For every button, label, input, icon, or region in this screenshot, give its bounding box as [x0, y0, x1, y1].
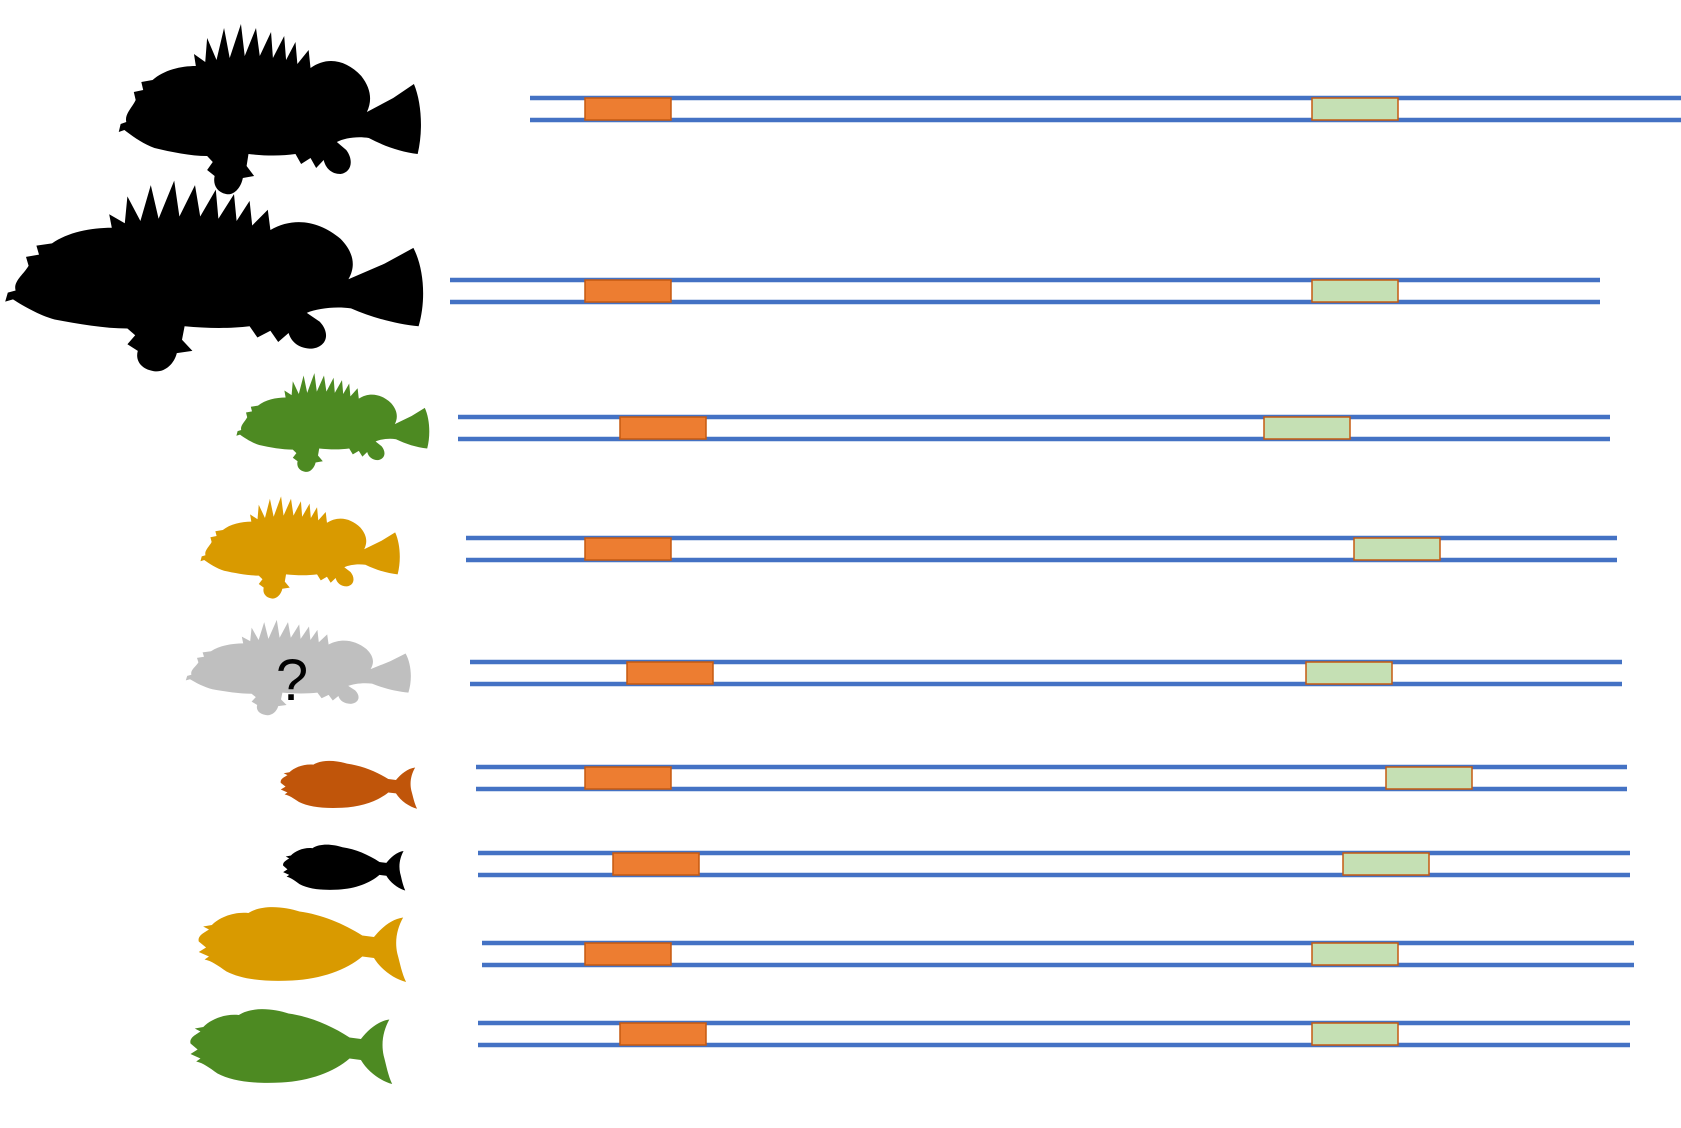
marker-block-orange	[619, 1022, 707, 1046]
marker-block-orange	[584, 97, 672, 121]
alignment-row	[280, 760, 1627, 809]
marker-block-orange	[619, 416, 707, 440]
alignment-row	[5, 180, 1600, 372]
marker-block-green	[1311, 97, 1399, 121]
marker-block-orange	[612, 852, 700, 876]
marker-block-green	[1305, 661, 1393, 685]
filefish-silhouette-icon	[190, 1009, 393, 1084]
alignment-row	[118, 24, 1681, 195]
alignment-row	[198, 907, 1634, 982]
marker-block-green	[1311, 942, 1399, 966]
marker-block-orange	[584, 537, 672, 561]
marker-block-green	[1311, 279, 1399, 303]
marker-block-green	[1342, 852, 1430, 876]
marker-block-green	[1353, 537, 1441, 561]
rockfish-silhouette-icon	[118, 24, 421, 195]
rockfish-silhouette-icon	[200, 496, 400, 599]
marker-block-orange	[584, 942, 672, 966]
marker-block-orange	[584, 766, 672, 790]
marker-block-green	[1263, 416, 1351, 440]
alignment-row: ?	[185, 619, 1622, 716]
filefish-silhouette-icon	[198, 907, 407, 982]
alignment-row	[283, 844, 1630, 891]
marker-block-green	[1385, 766, 1473, 790]
filefish-silhouette-icon	[283, 844, 406, 891]
marker-block-green	[1311, 1022, 1399, 1046]
filefish-silhouette-icon	[280, 760, 418, 809]
alignment-row	[236, 373, 1610, 472]
marker-block-orange	[584, 279, 672, 303]
marker-block-orange	[626, 661, 714, 685]
rockfish-silhouette-icon	[236, 373, 430, 472]
alignment-row	[190, 1009, 1630, 1084]
alignment-row	[200, 496, 1617, 599]
unknown-species-label: ?	[276, 648, 308, 713]
rockfish-silhouette-icon	[5, 180, 424, 372]
